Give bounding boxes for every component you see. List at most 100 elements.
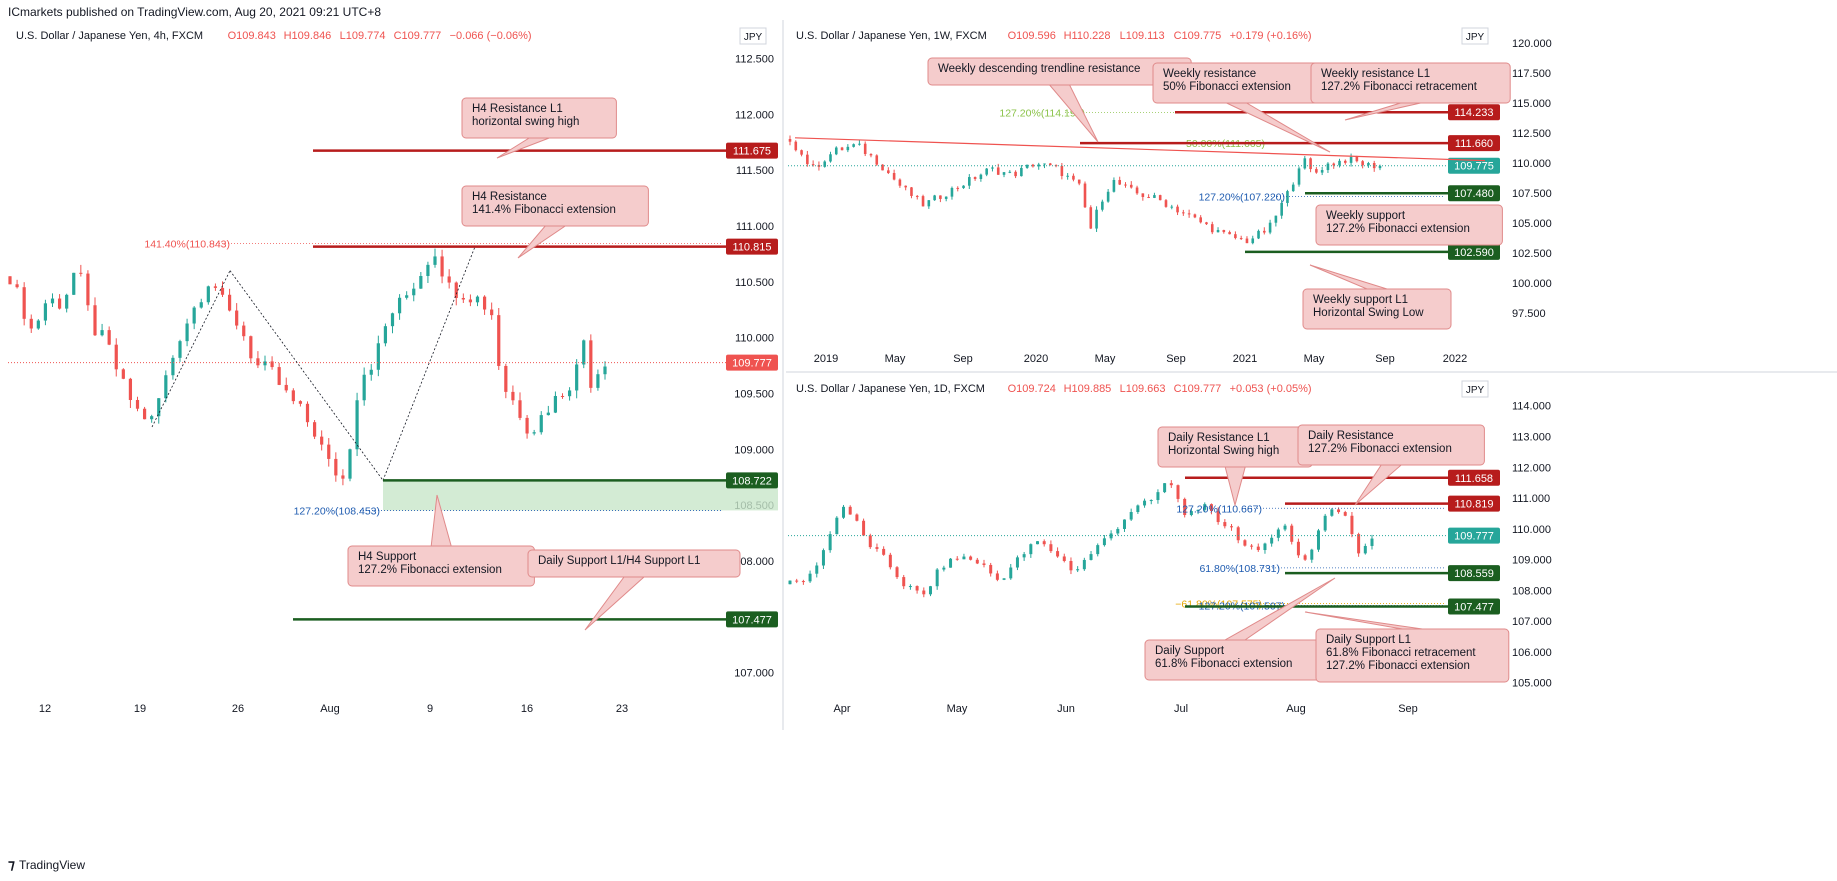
- daily-x-tick: Apr: [833, 703, 850, 715]
- daily-candle: [842, 506, 846, 518]
- weekly-fib-label: 127.20%(107.220): [1199, 191, 1285, 203]
- daily-close: C109.777: [1174, 383, 1222, 395]
- weekly-candle: [985, 168, 988, 175]
- daily-candle: [1350, 515, 1354, 535]
- daily-title: U.S. Dollar / Japanese Yen, 1D, FXCM: [796, 383, 985, 395]
- h4-y-tick: 107.000: [734, 668, 774, 680]
- weekly-candle: [1297, 168, 1301, 185]
- weekly-candle: [933, 195, 936, 201]
- weekly-candle: [1147, 196, 1150, 198]
- h4-x-tick: 12: [39, 703, 51, 715]
- h4-high: H109.846: [284, 30, 332, 42]
- daily-candle: [1216, 511, 1220, 523]
- h4-y-tick: 112.500: [735, 54, 774, 66]
- h4-candle: [369, 369, 373, 375]
- daily-annotation: [1297, 424, 1485, 466]
- h4-annotation: [461, 97, 617, 139]
- weekly-y-tick: 107.500: [1512, 188, 1552, 200]
- daily-candle: [882, 548, 886, 555]
- daily-annotation-pointer: [1224, 466, 1246, 507]
- h4-candle: [50, 298, 55, 304]
- h4-title: U.S. Dollar / Japanese Yen, 4h, FXCM: [16, 30, 203, 42]
- daily-high: H109.885: [1064, 383, 1112, 395]
- weekly-resistance-value: 111.660: [1455, 138, 1493, 150]
- h4-candle: [15, 284, 19, 288]
- daily-x-tick: Aug: [1286, 703, 1306, 715]
- weekly-x-tick: Sep: [953, 353, 973, 365]
- h4-candle: [383, 326, 388, 344]
- weekly-candle: [1320, 170, 1324, 173]
- daily-candle: [1022, 554, 1026, 558]
- h4-candle: [461, 297, 465, 300]
- h4-x-tick: 9: [427, 703, 433, 715]
- weekly-y-tick: 112.500: [1512, 128, 1551, 140]
- h4-candle: [128, 378, 133, 401]
- weekly-resistance-tag: [1448, 135, 1500, 152]
- weekly-last-price: 109.775: [1454, 161, 1494, 173]
- weekly-open: O109.596: [1008, 30, 1056, 42]
- weekly-annotation: [1310, 62, 1511, 104]
- weekly-candle: [1216, 230, 1220, 233]
- daily-candle: [1116, 528, 1120, 534]
- h4-candle: [334, 458, 338, 476]
- weekly-candle: [1263, 230, 1266, 233]
- h4-candle: [426, 264, 430, 276]
- weekly-y-tick: 105.000: [1512, 218, 1552, 230]
- daily-candle: [1189, 511, 1193, 516]
- weekly-x-tick: 2020: [1024, 353, 1048, 365]
- weekly-candle: [1101, 201, 1104, 210]
- weekly-candle: [1326, 163, 1330, 171]
- weekly-x-tick: 2019: [814, 353, 838, 365]
- weekly-candle: [863, 143, 867, 155]
- h4-candle: [298, 401, 303, 404]
- h4-y-tick: 108.000: [734, 556, 774, 568]
- h4-open: O109.843: [228, 30, 276, 42]
- daily-candle: [868, 535, 872, 548]
- weekly-annotation-text: Weekly support: [1326, 210, 1406, 222]
- h4-candle: [227, 294, 232, 311]
- h4-candle: [8, 276, 12, 285]
- weekly-candle: [1002, 172, 1006, 175]
- weekly-change: +0.179 (+0.16%): [1230, 30, 1312, 42]
- daily-candle: [862, 520, 866, 536]
- h4-candle: [497, 315, 501, 366]
- daily-annotation-text: Daily Support L1: [1326, 634, 1411, 646]
- weekly-candle: [927, 200, 931, 207]
- h4-candle: [100, 330, 104, 336]
- daily-candle: [1343, 512, 1347, 516]
- daily-candle: [995, 573, 999, 580]
- h4-candle: [65, 294, 69, 309]
- h4-candle: [419, 275, 423, 289]
- daily-candle: [942, 567, 946, 570]
- h4-candle: [36, 320, 40, 329]
- h4-candle: [490, 309, 494, 316]
- weekly-candle: [1072, 175, 1075, 180]
- weekly-candle: [1361, 161, 1364, 166]
- weekly-candle: [968, 177, 971, 186]
- weekly-candle: [881, 164, 884, 171]
- daily-annotation-pointer: [1354, 464, 1403, 506]
- weekly-candle: [1158, 195, 1162, 201]
- daily-candle: [1163, 483, 1167, 493]
- h4-candle: [22, 287, 26, 319]
- daily-annotation-text: 61.8% Fibonacci retracement: [1326, 647, 1476, 659]
- h4-x-tick: 16: [521, 703, 533, 715]
- h4-candle: [256, 358, 260, 366]
- daily-resistance-value: 111.658: [1455, 473, 1493, 485]
- weekly-candle: [1141, 193, 1145, 197]
- weekly-candle: [1014, 171, 1017, 177]
- h4-candle: [107, 330, 111, 345]
- h4-y-tick: 109.500: [734, 389, 774, 401]
- daily-candle: [1096, 545, 1100, 555]
- weekly-candle: [823, 161, 827, 167]
- daily-candle: [1357, 534, 1361, 554]
- weekly-candle: [1043, 163, 1046, 165]
- h4-candle: [135, 400, 140, 409]
- weekly-candle: [1193, 214, 1197, 218]
- h4-candle: [376, 343, 380, 370]
- daily-candle: [1337, 509, 1341, 513]
- weekly-candle: [1118, 179, 1122, 185]
- daily-candle: [821, 550, 825, 566]
- h4-y-tick: 112.000: [735, 109, 774, 121]
